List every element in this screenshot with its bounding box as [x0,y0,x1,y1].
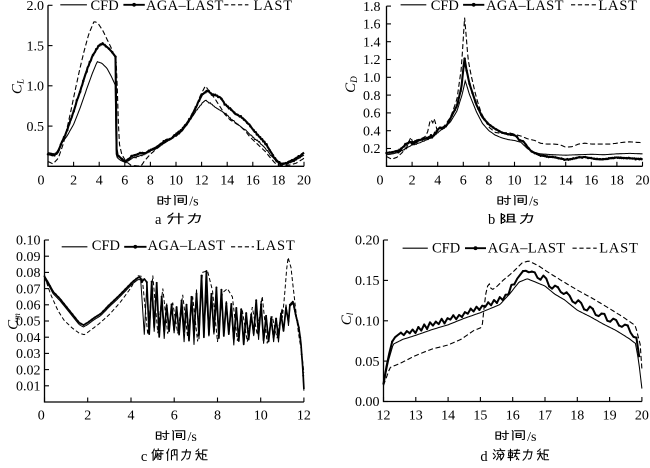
svg-text:0.03: 0.03 [16,347,41,362]
svg-text:0.6: 0.6 [363,107,381,122]
svg-text:AGA–LAST: AGA–LAST [148,238,226,254]
svg-text:a: a [155,212,162,228]
svg-text:0.04: 0.04 [16,331,41,346]
svg-text:0.06: 0.06 [16,299,41,314]
svg-text:12: 12 [533,174,547,189]
svg-text:16: 16 [506,409,520,424]
svg-text:4: 4 [434,174,441,189]
svg-text:1.2: 1.2 [363,53,381,68]
svg-text:18: 18 [570,409,584,424]
svg-text:2.0: 2.0 [27,0,45,14]
svg-text:CFD: CFD [92,238,120,254]
svg-text:8: 8 [147,174,154,189]
svg-text:0.09: 0.09 [16,250,41,265]
svg-text:10: 10 [254,409,268,424]
svg-text:0.05: 0.05 [16,315,41,330]
svg-text:1.6: 1.6 [363,18,381,33]
svg-text:19: 19 [603,409,617,424]
svg-text:Cl: Cl [339,312,355,325]
svg-text:14: 14 [441,409,455,424]
svg-text:4: 4 [128,409,135,424]
svg-text:0.5: 0.5 [27,120,45,135]
svg-text:1.0: 1.0 [363,71,381,86]
svg-text:0.08: 0.08 [16,266,41,281]
svg-text:c: c [141,449,147,463]
svg-text:16: 16 [246,174,260,189]
svg-text:0: 0 [377,174,384,189]
svg-text:0.2: 0.2 [363,142,381,157]
svg-text:1.8: 1.8 [363,0,381,15]
svg-text:4: 4 [96,174,103,189]
svg-text:14: 14 [559,174,573,189]
svg-text:6: 6 [121,174,128,189]
svg-text:12: 12 [195,174,209,189]
svg-text:14: 14 [220,174,234,189]
svg-text:0.10: 0.10 [355,314,380,329]
svg-text:0.01: 0.01 [16,380,41,395]
svg-text:6: 6 [171,409,178,424]
svg-text:0.4: 0.4 [363,124,381,139]
svg-text:1.0: 1.0 [27,80,45,95]
svg-text:LAST: LAST [256,238,295,254]
svg-text:8: 8 [214,409,221,424]
svg-text:2: 2 [409,174,416,189]
svg-text:0: 0 [38,409,45,424]
svg-text:CFD: CFD [432,240,460,256]
svg-text:/s: /s [529,195,538,210]
svg-text:CFD: CFD [431,0,459,14]
svg-text:12: 12 [297,409,311,424]
svg-text:16: 16 [584,174,598,189]
svg-text:/s: /s [189,195,198,210]
svg-text:0.07: 0.07 [16,282,41,297]
svg-text:CFD: CFD [91,0,119,14]
svg-text:20: 20 [636,174,650,189]
svg-text:2: 2 [84,409,91,424]
svg-text:18: 18 [610,174,624,189]
svg-text:10: 10 [508,174,522,189]
svg-text:0.8: 0.8 [363,89,381,104]
svg-text:AGA–LAST: AGA–LAST [486,0,564,14]
svg-text:0.10: 0.10 [16,234,41,249]
svg-text:0.00: 0.00 [355,395,380,410]
svg-text:LAST: LAST [254,0,293,14]
svg-text:AGA–LAST: AGA–LAST [488,240,566,256]
svg-text:/s: /s [188,430,197,445]
svg-text:20: 20 [297,174,311,189]
svg-text:15: 15 [473,409,487,424]
svg-text:AGA–LAST: AGA–LAST [146,0,224,14]
svg-text:b: b [488,212,495,228]
svg-text:1.4: 1.4 [363,35,381,50]
svg-text:10: 10 [169,174,183,189]
svg-text:1.5: 1.5 [27,39,45,54]
svg-text:6: 6 [460,174,467,189]
svg-text:LAST: LAST [598,0,637,14]
svg-text:13: 13 [409,409,423,424]
svg-text:0.02: 0.02 [16,363,41,378]
svg-text:8: 8 [485,174,492,189]
svg-text:20: 20 [635,409,649,424]
svg-text:/s: /s [527,430,536,445]
svg-text:12: 12 [377,409,391,424]
svg-text:0.05: 0.05 [355,355,380,370]
svg-text:d: d [480,449,488,463]
svg-text:LAST: LAST [599,240,638,256]
svg-text:17: 17 [538,409,552,424]
svg-text:0.15: 0.15 [355,274,380,289]
svg-text:18: 18 [271,174,285,189]
svg-text:2: 2 [70,174,77,189]
svg-text:0: 0 [38,174,45,189]
svg-text:0.20: 0.20 [355,234,380,249]
